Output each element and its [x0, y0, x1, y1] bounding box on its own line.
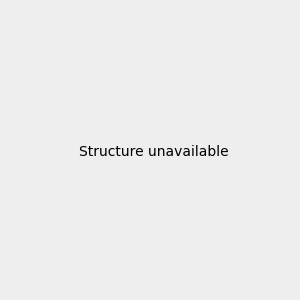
Text: Structure unavailable: Structure unavailable: [79, 145, 229, 158]
